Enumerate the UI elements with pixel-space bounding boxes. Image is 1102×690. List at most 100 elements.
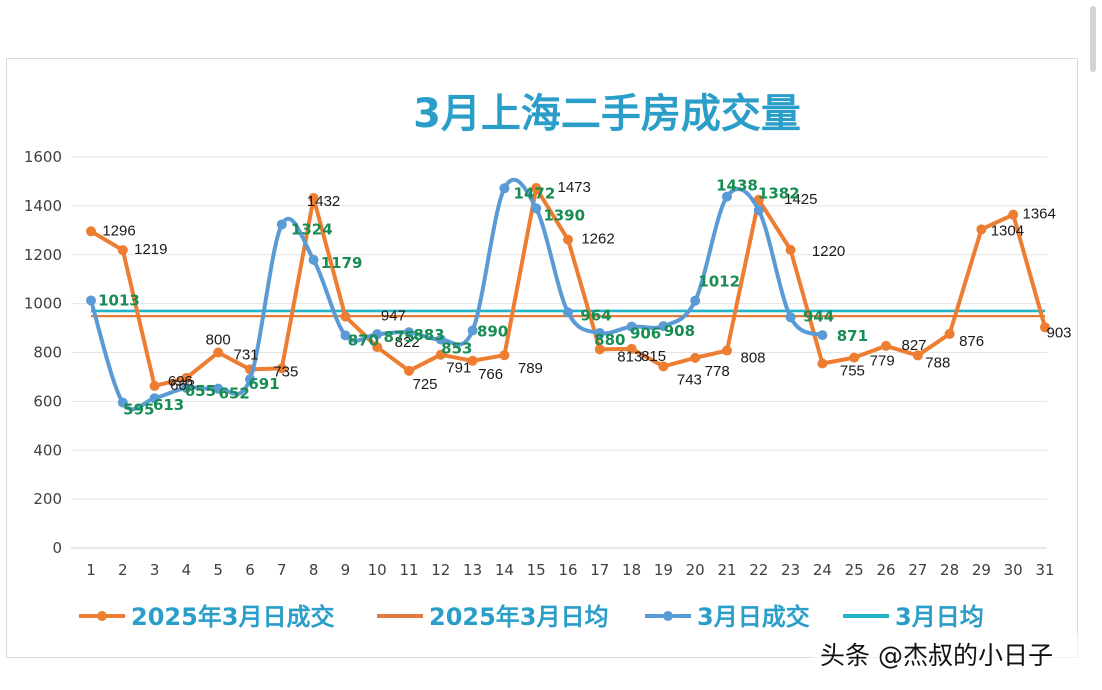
data-point-march bbox=[499, 183, 510, 194]
data-label-2025: 1220 bbox=[812, 243, 845, 260]
x-tick-label: 30 bbox=[1004, 561, 1023, 579]
data-point-2025 bbox=[722, 345, 732, 356]
data-label-2025: 815 bbox=[641, 348, 666, 365]
data-label-2025: 1296 bbox=[102, 222, 135, 239]
data-label-march: 1382 bbox=[758, 184, 800, 202]
data-point-2025 bbox=[372, 342, 383, 353]
data-point-2025 bbox=[785, 244, 796, 255]
data-point-2025 bbox=[467, 355, 478, 366]
data-point-march bbox=[626, 321, 637, 332]
data-point-2025 bbox=[594, 344, 605, 355]
x-tick-label: 31 bbox=[1035, 561, 1054, 579]
x-tick-label: 23 bbox=[781, 561, 800, 579]
data-point-2025 bbox=[563, 234, 573, 245]
x-tick-label: 25 bbox=[845, 561, 864, 579]
x-tick-label: 10 bbox=[368, 561, 387, 579]
data-label-2025: 696 bbox=[168, 373, 193, 390]
data-label-march: 1013 bbox=[98, 291, 140, 309]
data-point-2025 bbox=[944, 328, 955, 339]
data-point-2025 bbox=[531, 183, 542, 194]
data-label-march: 908 bbox=[664, 322, 695, 340]
data-point-2025 bbox=[117, 245, 128, 256]
legend-label: 3月日成交 bbox=[697, 603, 810, 631]
data-label-2025: 827 bbox=[901, 337, 926, 354]
x-tick-label: 24 bbox=[813, 561, 832, 579]
data-label-2025: 1262 bbox=[581, 231, 614, 248]
data-point-2025 bbox=[213, 347, 224, 358]
x-tick-label: 18 bbox=[622, 561, 641, 579]
x-tick-label: 22 bbox=[749, 561, 768, 579]
y-tick-label: 600 bbox=[33, 392, 62, 410]
data-label-march: 880 bbox=[594, 331, 625, 349]
data-point-march bbox=[658, 321, 669, 332]
data-point-2025 bbox=[499, 350, 510, 361]
x-tick-label: 7 bbox=[277, 561, 287, 579]
data-point-march bbox=[467, 325, 478, 336]
data-point-march bbox=[563, 307, 573, 318]
data-label-2025: 766 bbox=[478, 366, 503, 383]
x-tick-label: 29 bbox=[972, 561, 991, 579]
data-label-2025: 947 bbox=[381, 308, 406, 325]
data-label-march: 871 bbox=[837, 327, 868, 345]
data-label-march: 906 bbox=[630, 325, 661, 343]
x-tick-label: 20 bbox=[686, 561, 705, 579]
data-label-march: 944 bbox=[803, 307, 834, 325]
legend-label: 2025年3月日成交 bbox=[131, 603, 335, 631]
data-point-2025 bbox=[912, 350, 923, 361]
data-label-march: 1390 bbox=[543, 206, 585, 224]
data-label-march: 595 bbox=[123, 401, 154, 419]
chart-panel: 3月上海二手房成交量 0 200 400 600 800 1000 1200 1400 1600… bbox=[6, 58, 1078, 658]
data-point-2025 bbox=[1040, 322, 1050, 333]
x-tick-label: 15 bbox=[527, 561, 546, 579]
data-point-march bbox=[245, 374, 255, 385]
data-point-march bbox=[340, 330, 351, 341]
data-point-march bbox=[86, 295, 96, 306]
data-label-2025: 755 bbox=[840, 362, 865, 379]
scrollbar[interactable] bbox=[1090, 6, 1096, 72]
data-label-2025: 813 bbox=[617, 348, 642, 365]
x-tick-label: 27 bbox=[908, 561, 927, 579]
data-label-march: 964 bbox=[580, 306, 611, 324]
data-point-2025 bbox=[690, 352, 701, 363]
data-label-march: 1012 bbox=[698, 273, 740, 291]
data-point-2025 bbox=[404, 365, 414, 376]
y-tick-label: 1400 bbox=[24, 197, 62, 215]
data-label-2025: 800 bbox=[206, 332, 231, 349]
data-label-march: 655 bbox=[185, 382, 216, 400]
x-tick-label: 16 bbox=[558, 561, 577, 579]
data-point-2025 bbox=[849, 352, 860, 363]
data-point-march bbox=[117, 397, 128, 408]
data-point-march bbox=[149, 393, 160, 404]
data-point-2025 bbox=[658, 361, 669, 372]
data-point-2025 bbox=[1008, 209, 1019, 220]
data-point-2025 bbox=[976, 224, 987, 235]
chart-title: 3月上海二手房成交量 bbox=[413, 91, 801, 137]
data-point-march bbox=[817, 330, 828, 341]
data-point-2025 bbox=[276, 363, 287, 374]
data-label-2025: 1432 bbox=[307, 193, 340, 210]
data-label-march: 691 bbox=[248, 375, 279, 393]
legend-label: 3月日均 bbox=[895, 603, 984, 631]
data-label-march: 890 bbox=[477, 323, 508, 341]
data-label-march: 1324 bbox=[291, 220, 333, 238]
data-point-march bbox=[531, 203, 542, 214]
data-label-2025: 725 bbox=[412, 376, 437, 393]
x-tick-label: 9 bbox=[341, 561, 351, 579]
y-axis-ticks: 0 200 400 600 800 1000 1200 1400 1600 bbox=[24, 148, 62, 557]
line-chart: 3月上海二手房成交量 0 200 400 600 800 1000 1200 1400 1600… bbox=[24, 91, 1072, 631]
x-tick-label: 21 bbox=[717, 561, 736, 579]
data-point-march bbox=[308, 254, 319, 265]
data-label-2025: 1219 bbox=[134, 241, 167, 258]
data-label-2025: 1425 bbox=[784, 191, 817, 208]
data-point-march bbox=[690, 295, 701, 306]
data-point-2025 bbox=[181, 372, 192, 383]
data-label-2025: 791 bbox=[446, 360, 471, 377]
data-label-2025: 808 bbox=[740, 350, 765, 367]
x-tick-label: 3 bbox=[150, 561, 160, 579]
x-tick-label: 2 bbox=[118, 561, 128, 579]
data-label-2025: 788 bbox=[925, 354, 950, 371]
data-label-2025: 1364 bbox=[1023, 206, 1056, 223]
x-tick-label: 6 bbox=[245, 561, 255, 579]
data-point-march bbox=[594, 327, 605, 338]
data-label-2025: 731 bbox=[233, 346, 258, 363]
